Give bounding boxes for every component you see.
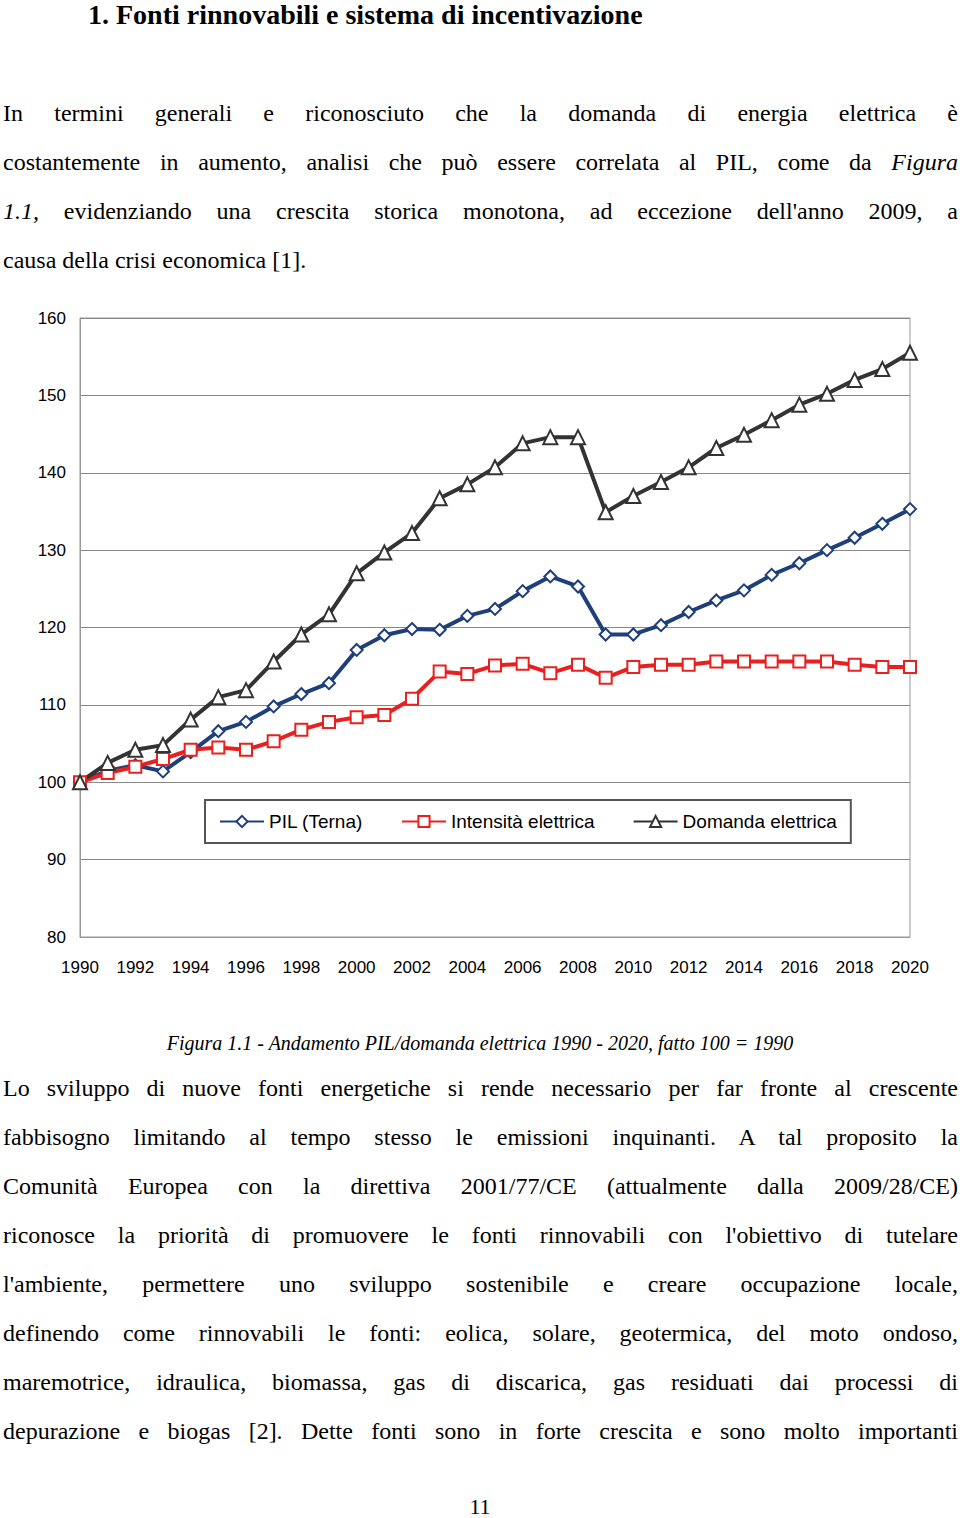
- html-text:Comunità Europea con la dirett: Comunità Europea con la direttiva 2001/7…: [3, 1173, 958, 1199]
- svg-text:2010: 2010: [614, 958, 652, 977]
- svg-text:100: 100: [38, 773, 66, 792]
- html-text:1. Fonti rinnovabili e sistema: 1. Fonti rinnovabili e sistema di incent…: [88, 0, 643, 30]
- svg-text:120: 120: [38, 618, 66, 637]
- svg-text:1990: 1990: [61, 958, 99, 977]
- html-text:costantemente in aumento, anal: costantemente in aumento, analisi che pu…: [3, 149, 958, 175]
- html-text:In termini generali e riconosc: In termini generali e riconosciuto che l…: [3, 100, 958, 126]
- html-text:causa della crisi economica [1: causa della crisi economica [1].: [3, 247, 307, 273]
- svg-text:Intensità elettrica: Intensità elettrica: [451, 811, 595, 832]
- svg-text:Domanda elettrica: Domanda elettrica: [683, 811, 838, 832]
- svg-text:160: 160: [38, 309, 66, 328]
- html-text:Lo sviluppo di nuove fonti ene: Lo sviluppo di nuove fonti energetiche s…: [3, 1075, 958, 1101]
- svg-text:1998: 1998: [282, 958, 320, 977]
- html-text:depurazione e biogas [2]. Dett: depurazione e biogas [2]. Dette fonti so…: [3, 1418, 958, 1444]
- svg-text:2016: 2016: [780, 958, 818, 977]
- svg-text:2020: 2020: [891, 958, 929, 977]
- svg-text:2012: 2012: [670, 958, 708, 977]
- html-text:11: 11: [469, 1494, 491, 1518]
- svg-text:80: 80: [47, 928, 66, 947]
- svg-text:1996: 1996: [227, 958, 265, 977]
- svg-text:2008: 2008: [559, 958, 597, 977]
- svg-text:1994: 1994: [172, 958, 210, 977]
- html-text:fabbisogno limitando al tempo: fabbisogno limitando al tempo stesso le …: [3, 1124, 958, 1150]
- svg-text:2006: 2006: [504, 958, 542, 977]
- svg-text:PIL (Terna): PIL (Terna): [269, 811, 362, 832]
- svg-text:2014: 2014: [725, 958, 763, 977]
- html-text:maremotrice, idraulica, biomas: maremotrice, idraulica, biomassa, gas di…: [3, 1369, 958, 1395]
- svg-text:90: 90: [47, 850, 66, 869]
- svg-text:2004: 2004: [448, 958, 486, 977]
- svg-text:130: 130: [38, 541, 66, 560]
- svg-text:2002: 2002: [393, 958, 431, 977]
- svg-text:2018: 2018: [836, 958, 874, 977]
- svg-text:2000: 2000: [338, 958, 376, 977]
- svg-text:140: 140: [38, 463, 66, 482]
- html-text:riconosce la priorità di promu: riconosce la priorità di promuovere le f…: [3, 1222, 958, 1248]
- html-text:l'ambiente, permettere uno svi: l'ambiente, permettere uno sviluppo sost…: [3, 1271, 958, 1297]
- svg-text:110: 110: [39, 695, 66, 714]
- html-text:1.1, evidenziando una crescita: 1.1, evidenziando una crescita storica m…: [3, 198, 958, 224]
- svg-text:1992: 1992: [116, 958, 154, 977]
- html-text:definendo come rinnovabili le: definendo come rinnovabili le fonti: eol…: [3, 1320, 958, 1346]
- html-text:Figura 1.1 - Andamento PIL/dom: Figura 1.1 - Andamento PIL/domanda elett…: [166, 1032, 794, 1054]
- svg-text:150: 150: [38, 386, 66, 405]
